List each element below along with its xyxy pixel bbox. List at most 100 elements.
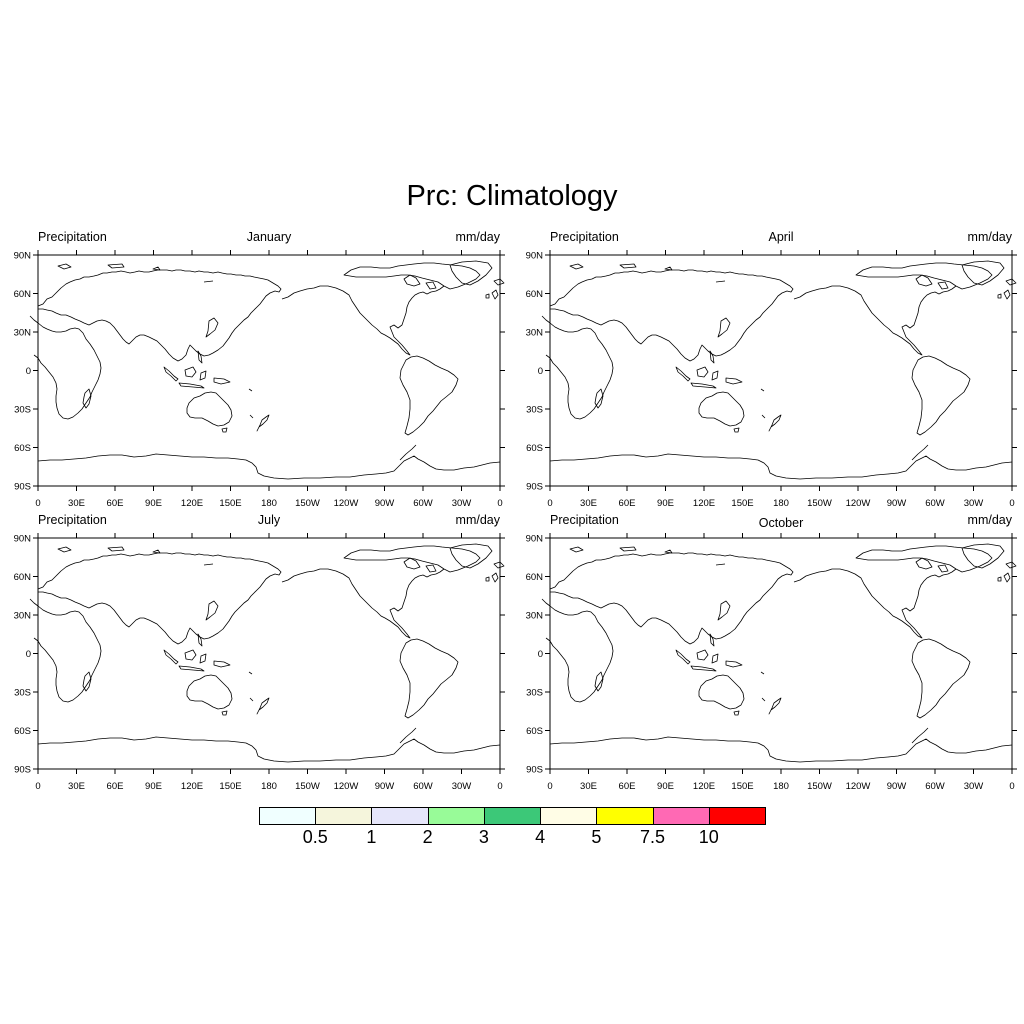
panel-month-label: July [257, 513, 281, 527]
map-panel-july [29, 532, 506, 775]
lat-tick-label: 30S [14, 688, 31, 699]
lon-tick-label: 0 [35, 498, 40, 509]
colorbar-label: 10 [698, 827, 719, 847]
lon-tick-label: 120W [846, 781, 871, 792]
colorbar-swatch [315, 807, 373, 825]
lat-tick-label: 60N [14, 572, 32, 583]
colorbar-label: 7.5 [640, 827, 666, 847]
lon-tick-label: 0 [497, 781, 502, 792]
panel-left-label: Precipitation [550, 230, 619, 244]
colorbar-label: 3 [478, 827, 489, 847]
lat-tick-label: 0 [538, 366, 543, 377]
lat-tick-label: 30N [14, 328, 32, 339]
lon-tick-label: 30W [964, 498, 984, 509]
lon-tick-label: 60W [413, 781, 433, 792]
lon-tick-label: 90E [657, 781, 674, 792]
lon-tick-label: 60E [619, 781, 636, 792]
panel-left-label: Precipitation [38, 513, 107, 527]
panel-units-label: mm/day [455, 230, 500, 244]
panel-left-label: Precipitation [550, 513, 619, 527]
lat-tick-label: 90N [526, 251, 544, 262]
figure-title: Prc: Climatology [406, 180, 618, 212]
lon-tick-label: 60W [925, 781, 945, 792]
colorbar-label: 0.5 [302, 827, 328, 847]
map-panel-april [541, 249, 1018, 492]
lon-tick-label: 120E [181, 781, 203, 792]
lat-tick-label: 60S [526, 443, 543, 454]
lon-tick-label: 30W [452, 498, 472, 509]
colorbar-label: 1 [366, 827, 377, 847]
lon-tick-label: 150W [807, 781, 832, 792]
lon-tick-label: 120E [181, 498, 203, 509]
panel-units-label: mm/day [455, 513, 500, 527]
lon-tick-label: 90W [375, 498, 395, 509]
lon-tick-label: 150W [295, 781, 320, 792]
colorbar-label: 5 [591, 827, 602, 847]
lat-tick-label: 60N [526, 572, 544, 583]
colorbar-swatch [427, 807, 485, 825]
panel-units-label: mm/day [967, 513, 1012, 527]
lon-tick-label: 60E [107, 781, 124, 792]
lon-tick-label: 30E [580, 498, 597, 509]
lon-tick-label: 30E [68, 781, 85, 792]
lon-tick-label: 120W [846, 498, 871, 509]
lon-tick-label: 120W [334, 498, 359, 509]
panel-month-label: January [246, 230, 292, 244]
map-panel-october [541, 532, 1018, 775]
lat-tick-label: 90N [14, 251, 32, 262]
lon-tick-label: 30E [68, 498, 85, 509]
colorbar-swatch [652, 807, 710, 825]
colorbar-swatch [596, 807, 654, 825]
lon-tick-label: 0 [35, 781, 40, 792]
colorbar-label: 4 [535, 827, 546, 847]
lon-tick-label: 60E [619, 498, 636, 509]
lat-tick-label: 90S [526, 482, 543, 493]
lon-tick-label: 150E [219, 781, 241, 792]
panel-units-label: mm/day [967, 230, 1012, 244]
lon-tick-label: 180 [261, 781, 277, 792]
lon-tick-label: 90E [145, 781, 162, 792]
colorbar-swatch [540, 807, 598, 825]
lat-tick-label: 0 [26, 366, 31, 377]
lon-tick-label: 90W [375, 781, 395, 792]
lon-tick-label: 0 [1009, 781, 1014, 792]
colorbar [259, 807, 766, 826]
lon-tick-label: 180 [773, 498, 789, 509]
lon-tick-label: 60W [925, 498, 945, 509]
lat-tick-label: 30S [526, 405, 543, 416]
lat-tick-label: 0 [538, 649, 543, 660]
colorbar-swatch [708, 807, 766, 825]
lon-tick-label: 90W [887, 781, 907, 792]
lat-tick-label: 60N [14, 289, 32, 300]
lat-tick-label: 30N [14, 611, 32, 622]
lon-tick-label: 180 [261, 498, 277, 509]
colorbar-swatch [483, 807, 542, 825]
lon-tick-label: 30E [580, 781, 597, 792]
lon-tick-label: 90W [887, 498, 907, 509]
lon-tick-label: 90E [145, 498, 162, 509]
lon-tick-label: 150W [807, 498, 832, 509]
panel-month-label: October [758, 516, 804, 530]
colorbar-swatch [371, 807, 429, 825]
lon-tick-label: 0 [497, 498, 502, 509]
lat-tick-label: 90S [14, 765, 31, 776]
lat-tick-label: 60S [14, 726, 31, 737]
lat-tick-label: 60N [526, 289, 544, 300]
lat-tick-label: 90S [14, 482, 31, 493]
lon-tick-label: 0 [547, 498, 552, 509]
lat-tick-label: 30N [526, 611, 544, 622]
lat-tick-label: 30S [526, 688, 543, 699]
lat-tick-label: 0 [26, 649, 31, 660]
lon-tick-label: 30W [452, 781, 472, 792]
lon-tick-label: 150E [731, 781, 753, 792]
lat-tick-label: 90S [526, 765, 543, 776]
panel-month-label: April [768, 230, 794, 244]
lon-tick-label: 30W [964, 781, 984, 792]
panel-left-label: Precipitation [38, 230, 107, 244]
lat-tick-label: 90N [14, 534, 32, 545]
lon-tick-label: 0 [547, 781, 552, 792]
map-panel-january [29, 249, 506, 492]
lon-tick-label: 60E [107, 498, 124, 509]
lat-tick-label: 60S [14, 443, 31, 454]
lon-tick-label: 0 [1009, 498, 1014, 509]
